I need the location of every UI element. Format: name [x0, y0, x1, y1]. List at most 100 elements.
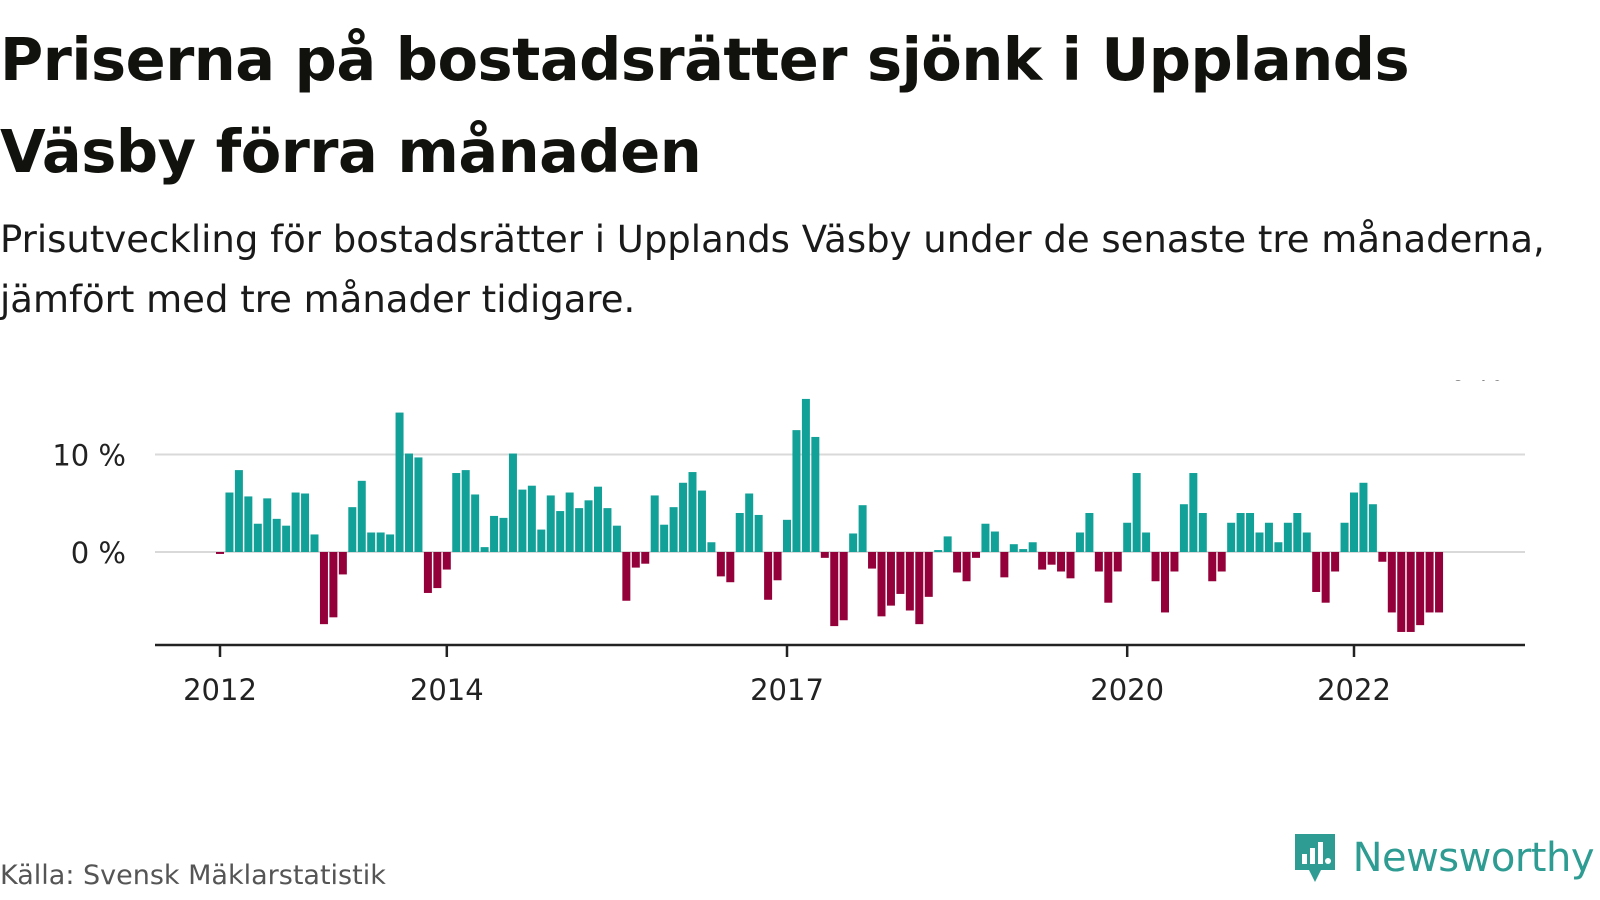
newsworthy-logo-icon	[1294, 834, 1335, 882]
bar	[1104, 552, 1113, 603]
bar	[1368, 504, 1377, 552]
bar	[433, 552, 442, 589]
bar	[877, 552, 886, 617]
bar	[1009, 544, 1018, 552]
bar	[508, 453, 517, 552]
bar	[962, 552, 971, 582]
bar	[612, 525, 621, 552]
bar	[1217, 552, 1226, 572]
bar	[953, 552, 962, 573]
bar	[1416, 552, 1425, 626]
bar	[490, 515, 499, 552]
bar	[1085, 513, 1094, 552]
bar	[272, 518, 281, 552]
bar	[1236, 513, 1245, 552]
bar	[329, 552, 338, 618]
bar	[783, 519, 791, 552]
bar	[839, 552, 848, 621]
bar	[650, 495, 659, 552]
bar	[811, 436, 820, 552]
bar	[1321, 552, 1330, 603]
bar	[386, 534, 395, 552]
bar	[1123, 522, 1132, 552]
bar	[868, 552, 877, 569]
bar	[1246, 513, 1255, 552]
bar	[792, 430, 801, 552]
bar	[376, 532, 385, 552]
bar	[471, 494, 480, 552]
bar	[1179, 504, 1188, 552]
bar	[915, 552, 924, 625]
bar	[1283, 522, 1292, 552]
bar	[1189, 473, 1198, 552]
bar	[1397, 552, 1406, 632]
bar	[688, 472, 697, 552]
bar	[291, 492, 300, 552]
bar	[1227, 522, 1236, 552]
bar	[1113, 552, 1122, 572]
bar	[452, 473, 461, 552]
bar	[301, 493, 310, 552]
x-tick-label: 2012	[183, 673, 257, 707]
bar	[972, 552, 980, 558]
bar	[225, 492, 234, 552]
bar	[1435, 552, 1444, 613]
x-tick-label: 2017	[750, 673, 824, 707]
bar	[1274, 542, 1283, 552]
bar	[556, 511, 565, 552]
x-tick-label: 2014	[410, 673, 484, 707]
bar	[1038, 552, 1047, 570]
bar	[216, 552, 224, 554]
bar	[244, 496, 253, 552]
y-tick-label: 10 %	[52, 439, 126, 473]
bar	[480, 547, 489, 552]
bar	[849, 533, 858, 552]
chart-title: Priserna på bostadsrätter sjönk i Upplan…	[0, 25, 1410, 186]
bar	[707, 542, 716, 552]
y-tick-label: 0 %	[71, 536, 126, 570]
bar	[660, 524, 669, 552]
bar	[773, 552, 782, 581]
bar	[1350, 492, 1358, 552]
bar	[1302, 532, 1311, 552]
bar	[943, 536, 952, 552]
bar	[594, 486, 602, 552]
bar	[754, 514, 763, 552]
bar	[990, 531, 999, 552]
bars	[216, 398, 1444, 632]
bar	[461, 470, 470, 552]
bar	[858, 505, 867, 552]
bar	[1312, 552, 1321, 592]
bar	[924, 552, 933, 597]
brand-logo: Newsworthy	[1291, 828, 1595, 888]
bar	[1387, 552, 1396, 613]
bar	[631, 552, 640, 568]
bar	[367, 532, 376, 552]
bar	[735, 513, 744, 552]
bar	[282, 525, 291, 552]
bar	[1293, 513, 1302, 552]
bar	[1170, 552, 1179, 572]
bar	[679, 482, 688, 552]
bar	[575, 508, 584, 552]
bar	[934, 550, 943, 552]
bar	[716, 552, 725, 577]
bar	[886, 552, 895, 606]
bar	[565, 492, 574, 552]
x-tick-label: 2022	[1317, 673, 1391, 707]
bar	[669, 507, 678, 552]
bar	[546, 495, 555, 552]
bar	[405, 453, 413, 552]
bar	[348, 507, 357, 552]
bar	[603, 508, 612, 552]
source-note: Källa: Svensk Mäklarstatistik	[0, 860, 386, 891]
axes: 2012 2014 2017 2020 2022 −6 %	[155, 380, 1530, 707]
bar	[981, 523, 990, 552]
bar	[1359, 482, 1368, 552]
bar	[1142, 532, 1151, 552]
bar-chart: 0 % 10 % 2012 2014 2017 2020 2022 −6 %	[52, 380, 1530, 707]
bar	[905, 552, 914, 611]
bar	[357, 480, 366, 552]
bar	[622, 552, 631, 601]
bar	[1264, 522, 1273, 552]
